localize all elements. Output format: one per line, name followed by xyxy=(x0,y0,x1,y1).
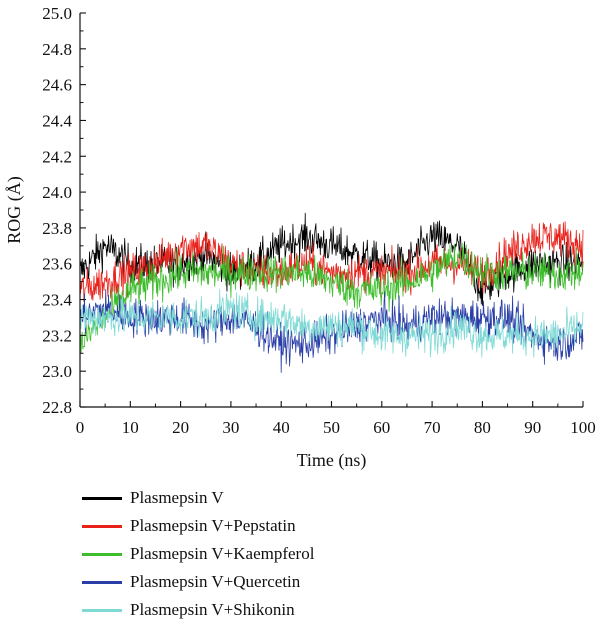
x-tick-label: 40 xyxy=(273,418,290,437)
x-tick-label: 90 xyxy=(524,418,541,437)
x-axis-title: Time (ns) xyxy=(297,450,367,471)
series-2 xyxy=(79,243,584,354)
legend-swatch xyxy=(82,608,122,612)
y-tick-label: 23.6 xyxy=(42,255,72,274)
series-line xyxy=(79,288,584,358)
legend-swatch xyxy=(82,524,122,528)
legend-item: Plasmepsin V+Quercetin xyxy=(82,568,402,596)
series-line xyxy=(79,243,584,354)
x-tick-label: 70 xyxy=(424,418,441,437)
series-1 xyxy=(79,221,584,302)
y-tick-label: 23.4 xyxy=(42,291,72,310)
y-tick-label: 25.0 xyxy=(42,4,72,23)
legend-swatch xyxy=(82,580,122,584)
x-tick-label: 20 xyxy=(172,418,189,437)
legend-label: Plasmepsin V xyxy=(130,488,224,507)
y-tick-label: 23.2 xyxy=(42,326,72,345)
legend-swatch xyxy=(82,552,122,556)
legend-label: Plasmepsin V+Pepstatin xyxy=(130,516,296,535)
tick-labels: 22.8 23.0 23.2 23.4 23.6 23.8 24.0 24.2 24.4 24.6… xyxy=(42,4,596,437)
x-tick-label: 30 xyxy=(222,418,239,437)
legend-item: Plasmepsin V xyxy=(82,484,402,512)
legend-item: Plasmepsin V+Pepstatin xyxy=(82,512,402,540)
series-line xyxy=(79,289,584,373)
y-tick-label: 24.6 xyxy=(42,76,72,95)
series-line xyxy=(79,221,584,302)
legend-item: Plasmepsin V+Kaempferol xyxy=(82,540,402,568)
series-3 xyxy=(79,289,584,373)
y-tick-label: 24.4 xyxy=(42,111,72,130)
y-tick-label: 24.8 xyxy=(42,40,72,59)
axes xyxy=(79,12,584,408)
legend-label: Plasmepsin V+Kaempferol xyxy=(130,544,315,563)
y-tick-label: 23.0 xyxy=(42,362,72,381)
x-tick-label: 80 xyxy=(474,418,491,437)
y-axis-title: ROG (Å) xyxy=(4,176,25,244)
y-tick-label: 24.2 xyxy=(42,147,72,166)
series-lines xyxy=(79,212,584,373)
x-tick-label: 60 xyxy=(373,418,390,437)
x-tick-label: 10 xyxy=(122,418,139,437)
legend-label: Plasmepsin V+Shikonin xyxy=(130,600,295,619)
x-tick-label: 0 xyxy=(76,418,85,437)
y-tick-label: 23.8 xyxy=(42,219,72,238)
y-tick-label: 22.8 xyxy=(42,398,72,417)
x-tick-label: 50 xyxy=(323,418,340,437)
chart-legend: Plasmepsin V Plasmepsin V+Pepstatin Plasme… xyxy=(82,484,402,624)
legend-item: Plasmepsin V+Shikonin xyxy=(82,596,402,624)
rog-line-chart: 22.8 23.0 23.2 23.4 23.6 23.8 24.0 24.2 24.4 24.6… xyxy=(4,4,596,471)
legend-label: Plasmepsin V+Quercetin xyxy=(130,572,301,591)
x-tick-label: 100 xyxy=(570,418,596,437)
legend-swatch xyxy=(82,496,122,500)
y-tick-label: 24.0 xyxy=(42,183,72,202)
series-4 xyxy=(79,288,584,358)
